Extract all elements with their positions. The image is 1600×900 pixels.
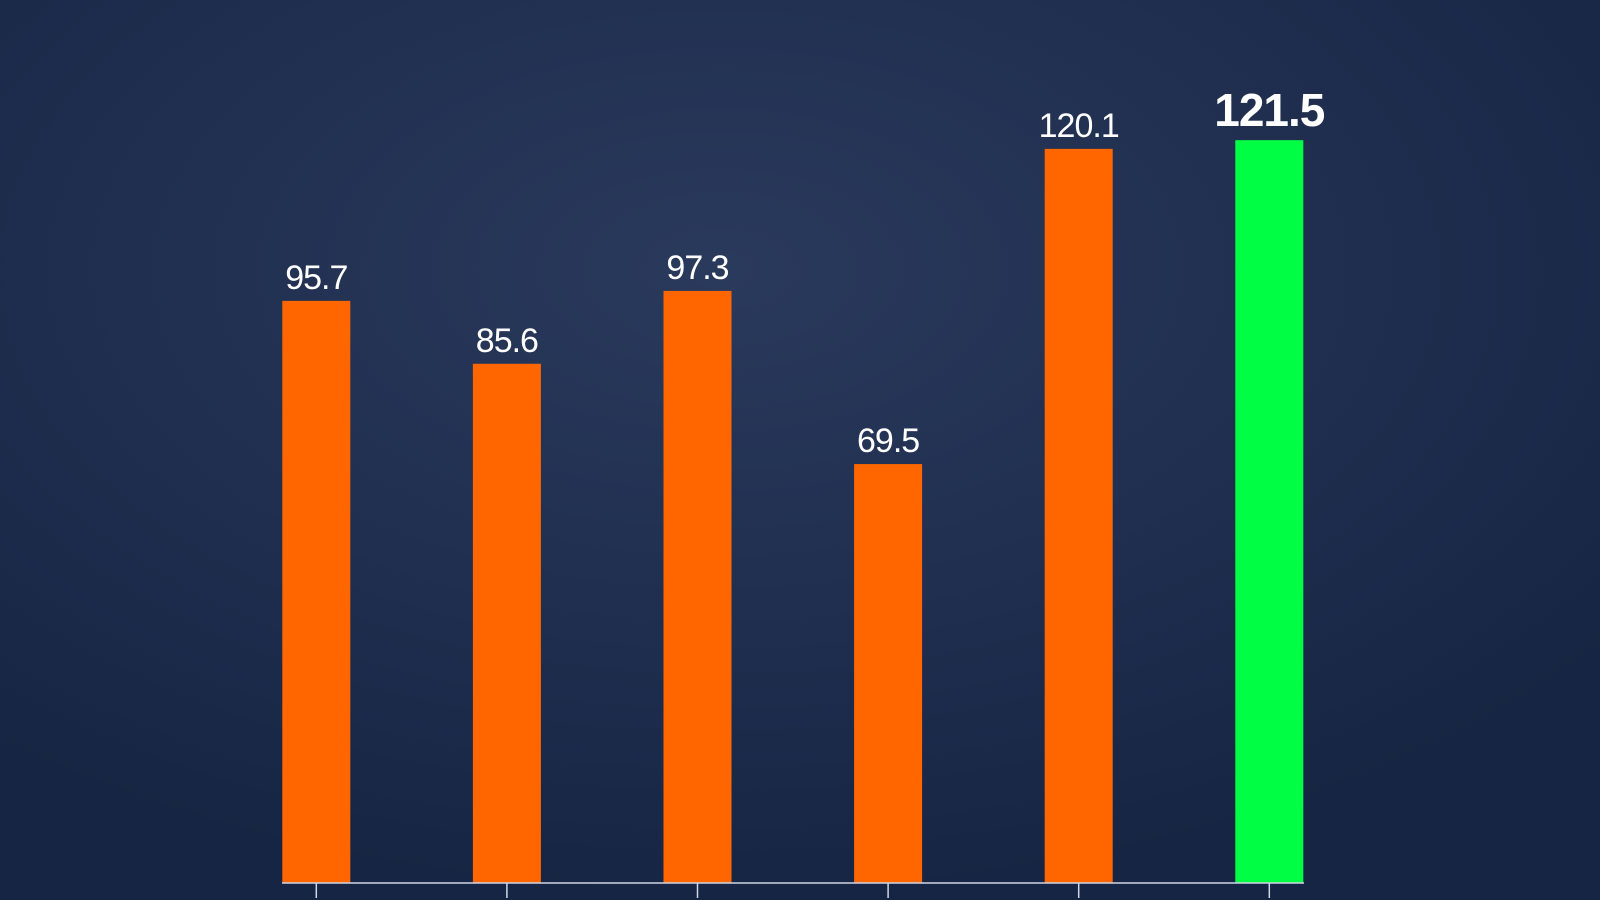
value-label: 69.5 <box>857 422 919 460</box>
bar <box>282 300 351 883</box>
value-label: 97.3 <box>666 249 728 287</box>
value-label: 120.1 <box>1039 107 1119 145</box>
bar <box>854 464 923 883</box>
value-label: 85.6 <box>476 322 538 360</box>
bar <box>663 290 732 883</box>
bar <box>1235 140 1304 883</box>
value-label: 95.7 <box>285 259 347 297</box>
bars <box>282 140 1304 883</box>
bar <box>1044 148 1113 883</box>
value-label: 121.5 <box>1214 84 1325 136</box>
bar <box>472 363 541 883</box>
